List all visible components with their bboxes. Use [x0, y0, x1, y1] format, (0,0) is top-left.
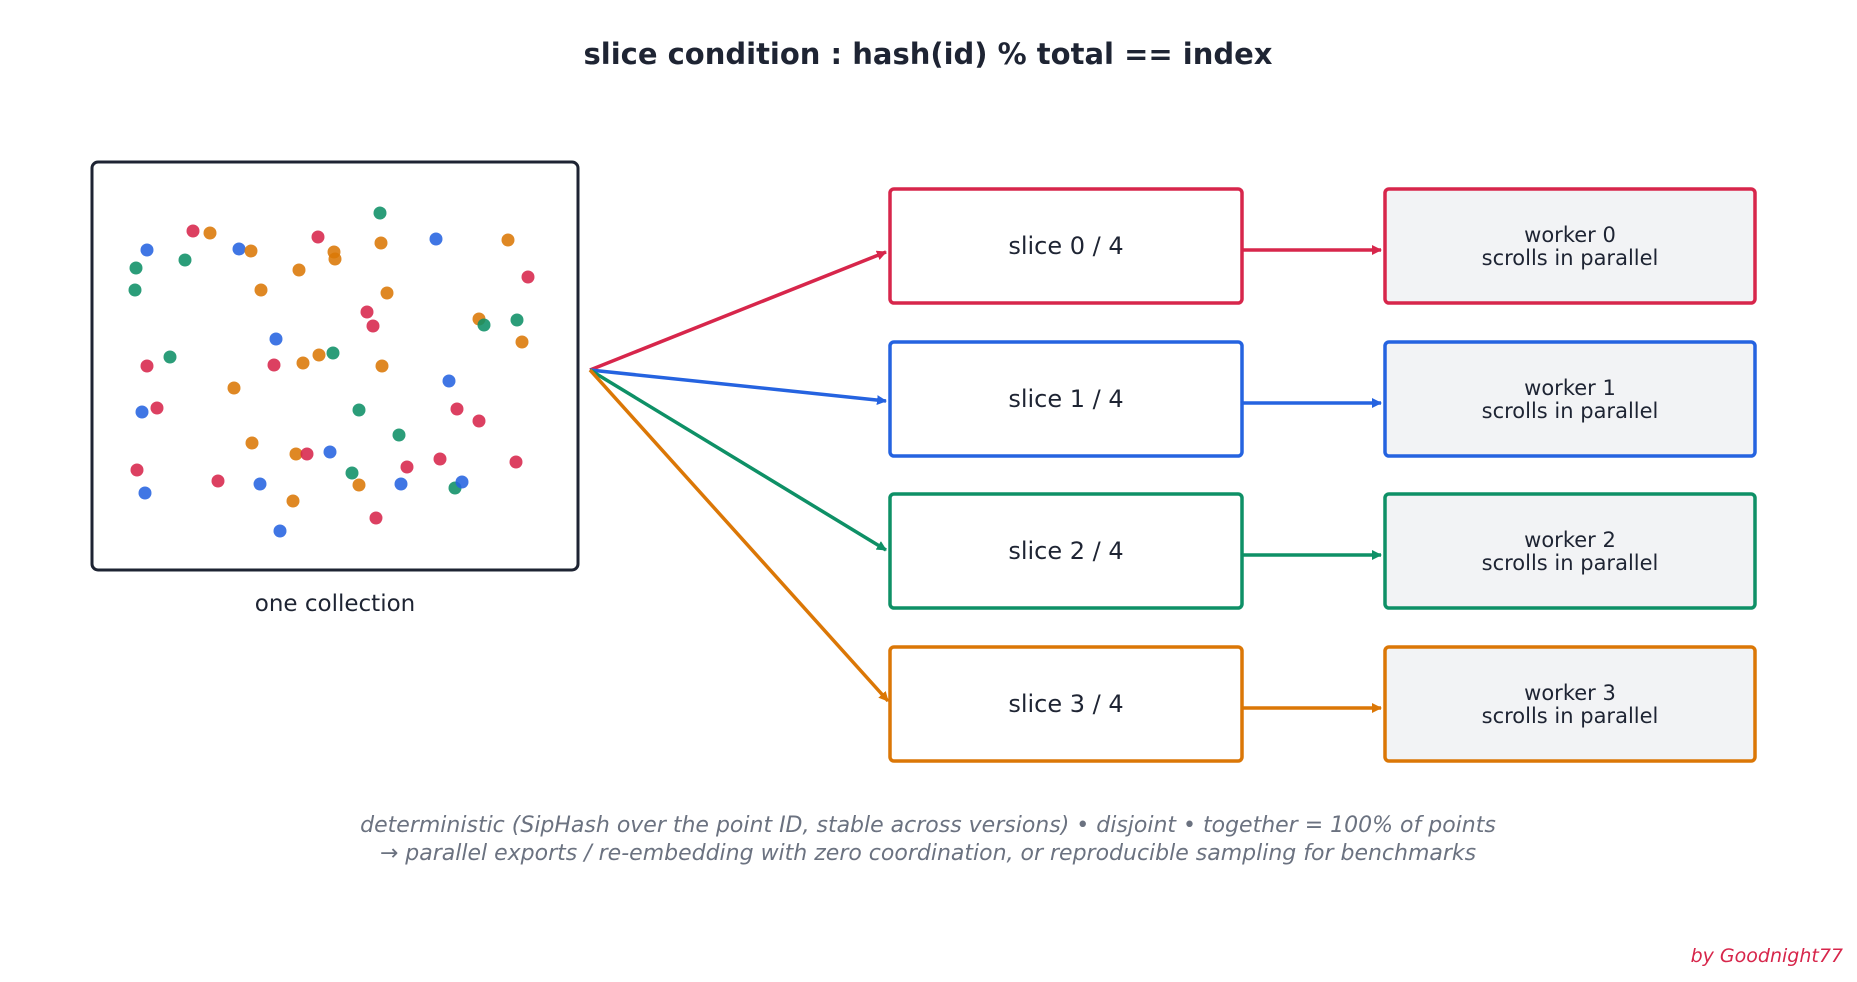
- collection-point: [323, 445, 337, 459]
- collection-point: [328, 252, 342, 266]
- collection-point: [472, 414, 486, 428]
- collection-point: [269, 332, 283, 346]
- collection-point: [289, 447, 303, 461]
- collection-point: [211, 474, 225, 488]
- collection-point: [450, 402, 464, 416]
- author-credit: by Goodnight77: [1691, 945, 1843, 967]
- slice-label-2: slice 2 / 4: [1008, 537, 1123, 565]
- arrow-to-slice-0: [589, 250, 887, 372]
- collection-point: [140, 243, 154, 257]
- collection-point: [128, 283, 142, 297]
- collection-point: [292, 263, 306, 277]
- collection-box: [90, 160, 580, 572]
- footer-line-1: deterministic (SipHash over the point ID…: [360, 813, 1496, 838]
- worker-subtitle-2: scrolls in parallel: [1482, 551, 1659, 575]
- collection-point: [433, 452, 447, 466]
- slice-row-1: slice 1 / 4 worker 1 scrolls in parallel: [888, 340, 1757, 458]
- slice-row-2: slice 2 / 4 worker 2 scrolls in parallel: [888, 492, 1757, 610]
- collection-point: [273, 524, 287, 538]
- arrow-to-slice-1: [589, 368, 887, 406]
- collection-point: [138, 486, 152, 500]
- collection-point: [311, 230, 325, 244]
- collection-point: [394, 477, 408, 491]
- worker-box-1: [1383, 340, 1757, 458]
- collection-point: [296, 356, 310, 370]
- collection-point: [442, 374, 456, 388]
- slice-box-2: [888, 492, 1244, 610]
- diagram-title: slice condition : hash(id) % total == in…: [584, 37, 1273, 71]
- collection-point: [254, 283, 268, 297]
- collection-point: [203, 226, 217, 240]
- collection-point: [135, 405, 149, 419]
- collection-point: [244, 244, 258, 258]
- fan-out-arrows: [588, 250, 890, 703]
- collection-point: [286, 494, 300, 508]
- collection-label: one collection: [255, 591, 415, 617]
- collection-point: [369, 511, 383, 525]
- collection-point: [360, 305, 374, 319]
- collection-point: [186, 224, 200, 238]
- slice-label-3: slice 3 / 4: [1008, 690, 1123, 718]
- collection-point: [312, 348, 326, 362]
- worker-title-3: worker 3: [1524, 681, 1616, 705]
- collection-point: [300, 447, 314, 461]
- slice-box-0: [888, 187, 1244, 305]
- worker-title-1: worker 1: [1524, 376, 1616, 400]
- worker-box-0: [1383, 187, 1757, 305]
- collection-point: [140, 359, 154, 373]
- collection-point: [510, 313, 524, 327]
- collection-point: [501, 233, 515, 247]
- collection-point: [352, 403, 366, 417]
- slice-label-0: slice 0 / 4: [1008, 232, 1123, 260]
- arrow-to-slice-2: [589, 368, 887, 552]
- collection-point: [130, 463, 144, 477]
- collection-point: [352, 478, 366, 492]
- collection-point: [373, 206, 387, 220]
- collection-point: [267, 358, 281, 372]
- collection-point: [374, 236, 388, 250]
- collection-point: [326, 346, 340, 360]
- footer-line-2: → parallel exports / re-embedding with z…: [380, 841, 1476, 866]
- collection-point: [245, 436, 259, 450]
- collection-point: [429, 232, 443, 246]
- slice-row-3: slice 3 / 4 worker 3 scrolls in parallel: [888, 645, 1757, 763]
- collection-point: [392, 428, 406, 442]
- collection-point: [380, 286, 394, 300]
- collection-point: [163, 350, 177, 364]
- collection-point: [455, 475, 469, 489]
- collection-point: [366, 319, 380, 333]
- collection-point: [477, 318, 491, 332]
- collection-point: [345, 466, 359, 480]
- collection-point: [178, 253, 192, 267]
- slice-row-0: slice 0 / 4 worker 0 scrolls in parallel: [888, 187, 1757, 305]
- collection-point: [253, 477, 267, 491]
- collection-point: [509, 455, 523, 469]
- collection-point: [129, 261, 143, 275]
- worker-subtitle-0: scrolls in parallel: [1482, 246, 1659, 270]
- collection-point: [150, 401, 164, 415]
- slice-box-1: [888, 340, 1244, 458]
- arrow-to-slice-3: [588, 368, 890, 703]
- slice-label-1: slice 1 / 4: [1008, 385, 1123, 413]
- collection-point: [232, 242, 246, 256]
- worker-box-3: [1383, 645, 1757, 763]
- collection-point: [515, 335, 529, 349]
- collection-point: [227, 381, 241, 395]
- slice-box-3: [888, 645, 1244, 763]
- worker-title-0: worker 0: [1524, 223, 1616, 247]
- collection: one collection: [90, 160, 580, 617]
- collection-points: [128, 206, 535, 538]
- collection-point: [521, 270, 535, 284]
- collection-point: [375, 359, 389, 373]
- collection-point: [400, 460, 414, 474]
- worker-box-2: [1383, 492, 1757, 610]
- worker-title-2: worker 2: [1524, 528, 1616, 552]
- worker-subtitle-1: scrolls in parallel: [1482, 399, 1659, 423]
- worker-subtitle-3: scrolls in parallel: [1482, 704, 1659, 728]
